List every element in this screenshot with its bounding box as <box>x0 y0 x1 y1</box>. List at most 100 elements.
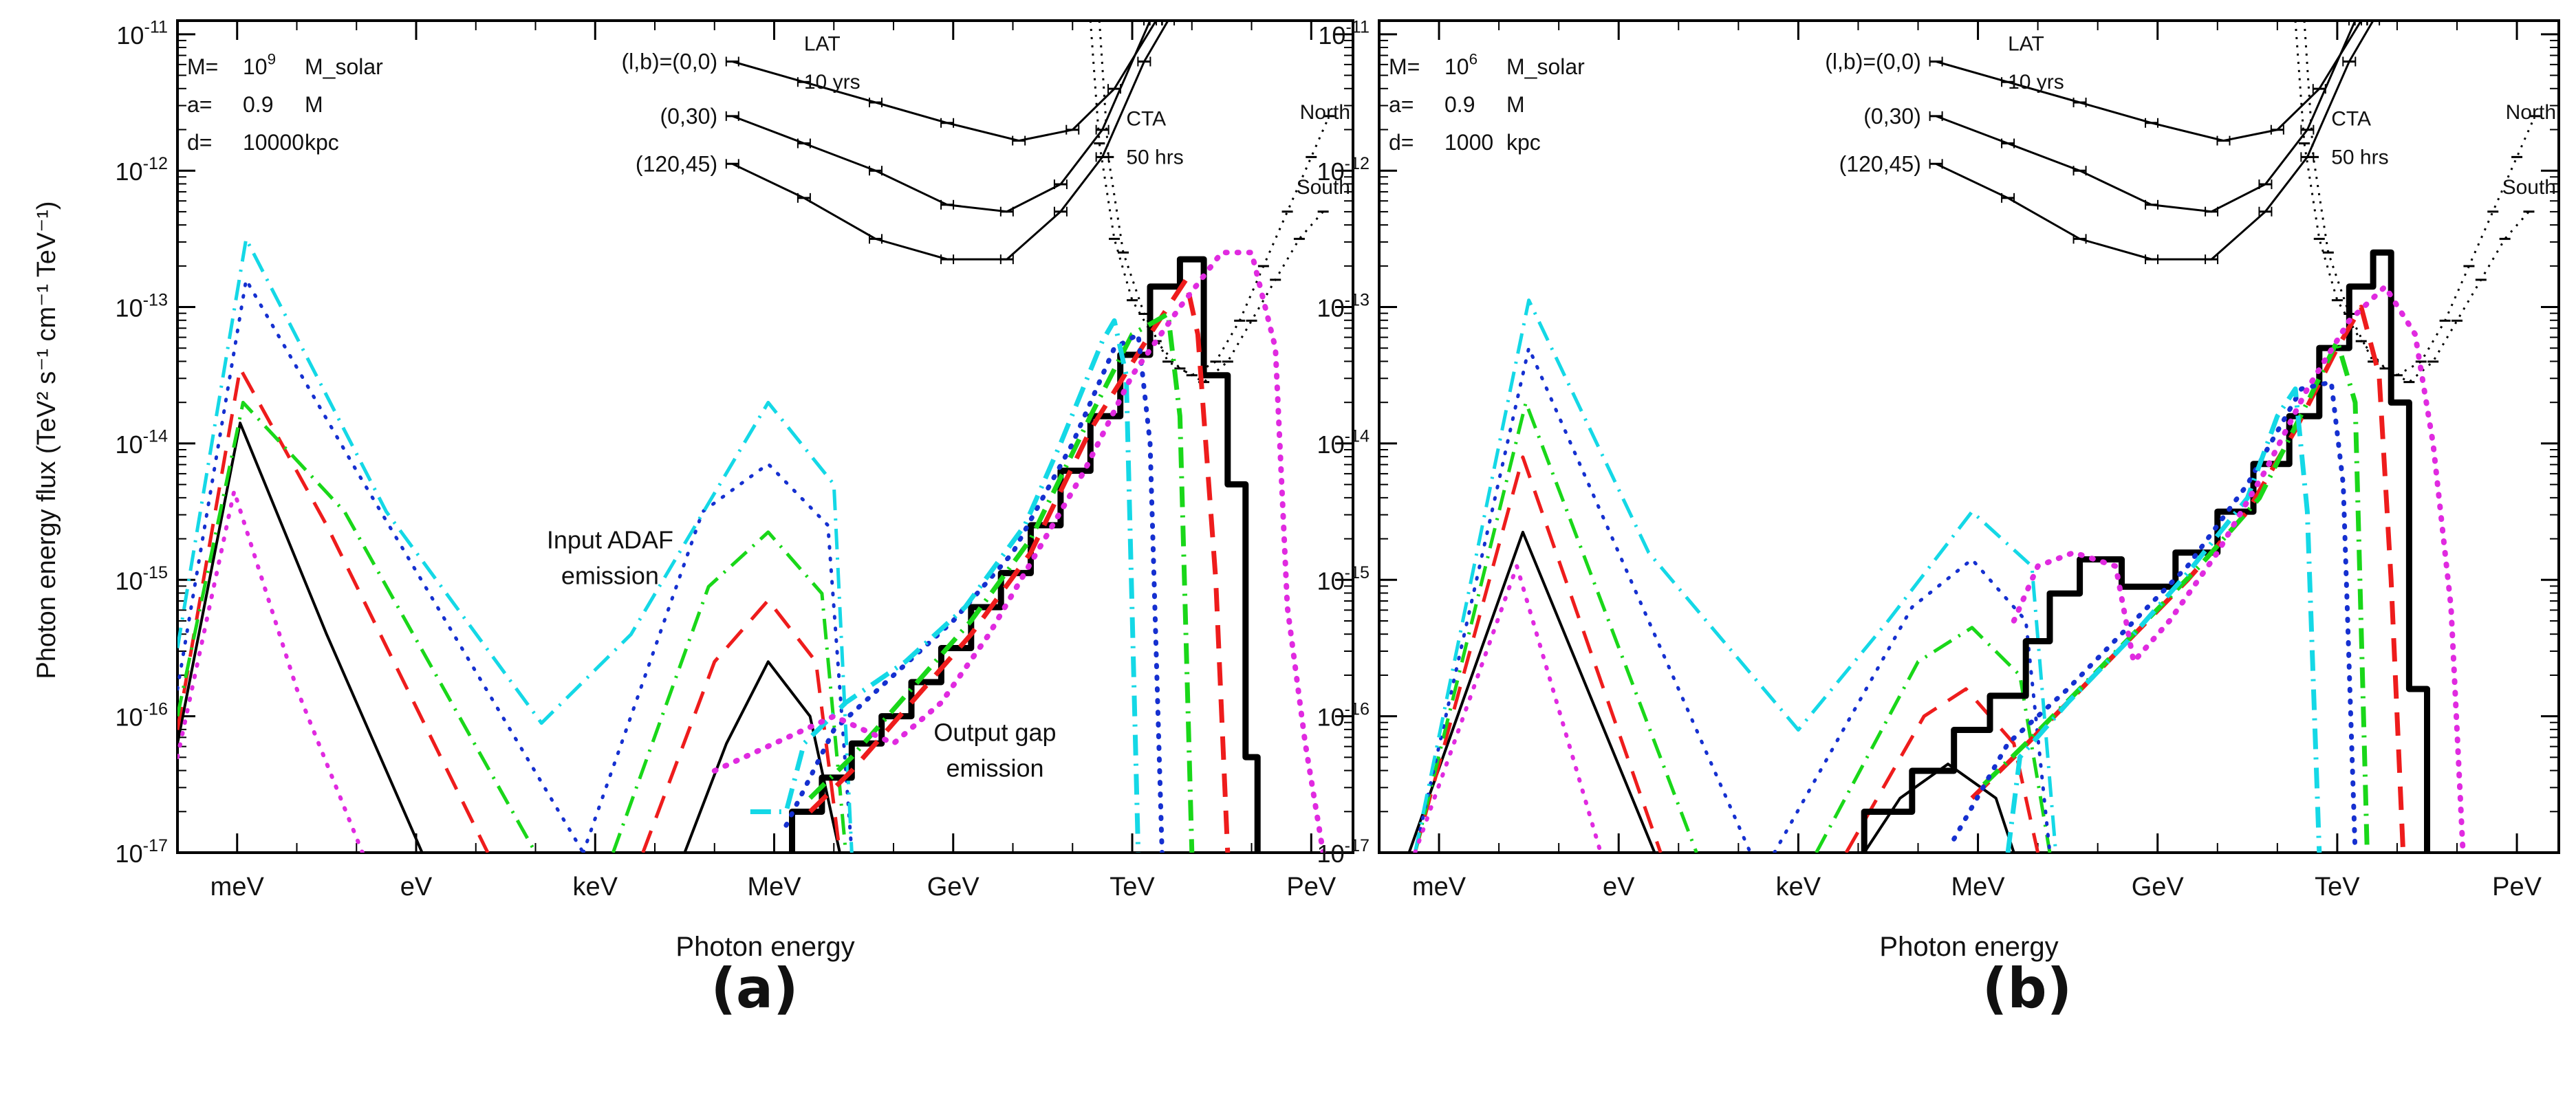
param-unit: M_solar <box>305 54 383 79</box>
lat-direction-label: (120,45) <box>1839 151 1921 176</box>
y-tick-label: 10-14 <box>116 427 168 459</box>
cta-sensitivity-curve <box>2294 21 2530 384</box>
lat-direction-label: (0,30) <box>1863 104 1921 129</box>
series-black-gap <box>1861 249 2430 853</box>
caption-b: (b) <box>1982 956 2072 1020</box>
x-tick-label: TeV <box>1110 873 1155 901</box>
x-tick-label: PeV <box>1286 873 1336 901</box>
y-tick-label: 10-17 <box>116 836 168 868</box>
series-blue-adaf <box>177 278 585 853</box>
cta-south-label: South <box>2502 176 2556 199</box>
series-cyan-gap <box>2005 386 2322 853</box>
param-unit: M <box>1506 92 1525 117</box>
y-tick-label: 10-15 <box>116 563 168 595</box>
annotation-text: Output gap <box>933 718 1056 746</box>
series-red-gap <box>808 277 1231 853</box>
x-tick-label: eV <box>1603 873 1635 901</box>
cta-sensitivity-curve <box>1089 21 1324 384</box>
y-axis-title: Photon energy flux (TeV² s⁻¹ cm⁻¹ TeV⁻¹) <box>32 201 61 679</box>
series-green-gap <box>808 311 1195 853</box>
series-green-adaf <box>1413 400 1698 853</box>
x-tick-label: eV <box>400 873 433 901</box>
param-key: M= <box>187 54 218 79</box>
param-value: 109 <box>243 51 276 79</box>
cta-north-label: North <box>2506 101 2556 124</box>
series-black-thin-adaf <box>177 422 424 853</box>
y-tick-label: 10-16 <box>116 699 168 731</box>
x-tick-label: GeV <box>2132 873 2185 901</box>
lat-sensitivity-curve <box>732 21 1151 213</box>
series-green-gap <box>1982 338 2370 853</box>
x-tick-label: meV <box>210 873 265 901</box>
lat-direction-label: (120,45) <box>636 151 717 176</box>
series-cyan-gap <box>750 318 1141 853</box>
series-blue-gap <box>783 331 1165 853</box>
lat-sensitivity-curve <box>1936 21 2357 213</box>
lat-sensitivity-curve <box>732 21 1157 142</box>
y-tick-label: 10-12 <box>116 154 168 186</box>
plot-frame <box>1378 19 2560 854</box>
x-tick-label: keV <box>1776 873 1821 901</box>
series-magenta-adaf <box>177 489 365 853</box>
cta-label: CTA <box>2331 108 2371 131</box>
series-black-thin-adaf <box>1407 530 1656 853</box>
lat-direction-label: (0,30) <box>660 104 718 129</box>
plot-frame <box>176 19 1354 854</box>
y-tick-label: 10-14 <box>1317 427 1370 459</box>
cta-duration-label: 50 hrs <box>2331 146 2388 168</box>
series-cyan-adaf <box>177 237 854 853</box>
x-tick-label: TeV <box>2315 873 2360 901</box>
y-tick-label: 10-17 <box>1317 836 1370 868</box>
series-green-adaf <box>177 400 537 853</box>
plot-area <box>1407 21 2541 853</box>
series-green-adaf-mev <box>611 530 848 853</box>
x-axis-title: Photon energy <box>1879 932 2058 962</box>
param-unit: kpc <box>1506 130 1541 155</box>
lat-label: LAT <box>2008 33 2044 56</box>
lat-duration-label: 10 yrs <box>2008 71 2064 94</box>
panel-b: 10-11 10-12 10-13 10-14 10-15 10-16 10-17 meV eV… <box>1317 18 2560 962</box>
y-tick-label: 10-13 <box>1317 290 1370 322</box>
lat-label: LAT <box>804 33 841 56</box>
y-tick-label: 10-16 <box>1317 699 1370 731</box>
param-key: a= <box>1389 92 1414 117</box>
lat-duration-label: 10 yrs <box>804 71 861 94</box>
cta-duration-label: 50 hrs <box>1126 146 1183 168</box>
series-black-thin-adaf-mev <box>1863 763 2015 853</box>
x-tick-label: PeV <box>2492 873 2542 901</box>
param-value: 106 <box>1444 51 1478 79</box>
param-unit: M_solar <box>1506 54 1585 79</box>
annotation-text: emission <box>946 754 1043 782</box>
series-red-adaf-mev <box>1844 687 2040 853</box>
series-blue-adaf-mev <box>1773 558 2052 853</box>
y-tick-label: 10-15 <box>1317 563 1370 595</box>
x-tick-label: MeV <box>1951 873 2005 901</box>
param-key: d= <box>187 130 212 155</box>
series-cyan-adaf <box>1413 298 2058 853</box>
series-red-adaf <box>1413 455 1663 853</box>
annotation-text: Input ADAF <box>547 526 673 554</box>
annotation-text: emission <box>561 562 659 590</box>
param-value: 1000 <box>1444 130 1493 155</box>
caption-a: (a) <box>711 956 798 1020</box>
param-value: 10000 <box>243 130 304 155</box>
x-axis-title: Photon energy <box>675 932 854 962</box>
plot-area <box>177 21 1335 853</box>
series-blue-gap <box>1951 380 2358 853</box>
y-tick-label: 10-13 <box>116 290 168 322</box>
lat-direction-label: (l,b)=(0,0) <box>622 50 718 74</box>
y-tick-label: 10-12 <box>1317 154 1370 186</box>
lat-sensitivity-curve <box>1936 21 2362 142</box>
lat-direction-label: (l,b)=(0,0) <box>1825 50 1921 74</box>
cta-label: CTA <box>1126 108 1166 131</box>
x-tick-label: MeV <box>747 873 801 901</box>
panel-a: 10-11 10-12 10-13 10-14 10-15 10-16 10-17 meV eV… <box>116 18 1354 962</box>
series-green-adaf-mev <box>1815 626 2052 853</box>
x-tick-label: keV <box>573 873 618 901</box>
series-magenta-gap <box>711 250 1326 853</box>
y-tick-label: 10-11 <box>1318 18 1370 50</box>
series-red-gap <box>1970 305 2406 853</box>
series-blue-adaf <box>1413 346 1753 853</box>
